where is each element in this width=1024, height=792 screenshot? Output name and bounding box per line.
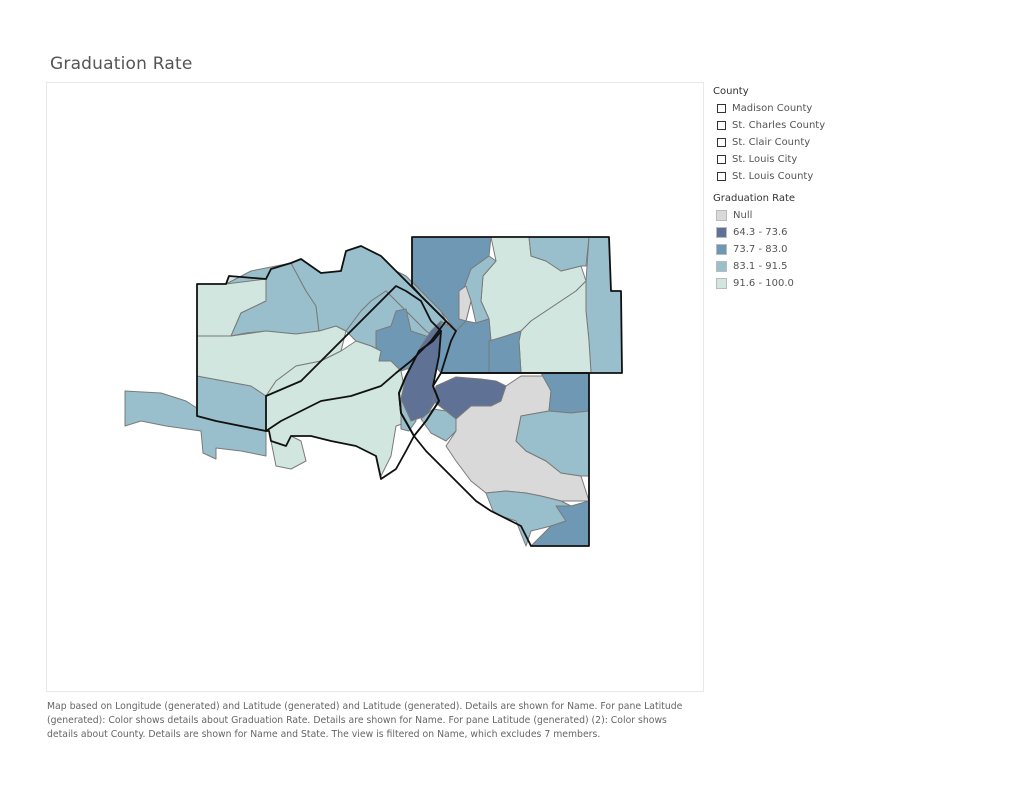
checkbox-icon[interactable] [717, 121, 726, 130]
district-region[interactable] [518, 280, 592, 374]
county-outlines-layer [196, 236, 623, 547]
legend-label: Null [733, 210, 753, 221]
color-swatch-icon [716, 244, 727, 255]
checkbox-icon[interactable] [717, 172, 726, 181]
county-filter-st-charles[interactable]: St. Charles County [713, 117, 913, 134]
color-swatch-icon [716, 210, 727, 221]
checkbox-icon[interactable] [717, 138, 726, 147]
legend-panel: County Madison County St. Charles County… [713, 86, 913, 292]
legend-item-83-91[interactable]: 83.1 - 91.5 [713, 258, 913, 275]
legend-label: 91.6 - 100.0 [733, 278, 794, 289]
county-legend-title: County [713, 86, 749, 97]
district-region[interactable] [458, 285, 472, 322]
graduation-rate-legend-title: Graduation Rate [713, 193, 796, 204]
county-label: St. Louis City [732, 154, 798, 165]
district-region[interactable] [420, 408, 457, 442]
district-region[interactable] [585, 236, 623, 374]
checkbox-icon[interactable] [717, 155, 726, 164]
color-swatch-icon [716, 261, 727, 272]
school-districts-layer[interactable] [124, 236, 623, 547]
county-label: Madison County [732, 103, 813, 114]
map-view[interactable] [46, 82, 704, 692]
legend-item-64-73[interactable]: 64.3 - 73.6 [713, 224, 913, 241]
graduation-rate-legend: Graduation Rate Null 64.3 - 73.6 73.7 - … [713, 193, 913, 292]
county-outline [413, 372, 590, 547]
county-outline [265, 285, 442, 480]
legend-item-73-83[interactable]: 73.7 - 83.0 [713, 241, 913, 258]
county-filter-st-louis-city[interactable]: St. Louis City [713, 151, 913, 168]
map-caption: Map based on Longitude (generated) and L… [47, 700, 717, 742]
district-region[interactable] [462, 255, 497, 324]
county-label: St. Louis County [732, 171, 814, 182]
legend-label: 83.1 - 91.5 [733, 261, 788, 272]
county-filter-st-clair[interactable]: St. Clair County [713, 134, 913, 151]
county-outline [411, 236, 623, 374]
caption-line: details about County. Details are shown … [47, 729, 601, 740]
county-filter-madison[interactable]: Madison County [713, 100, 913, 117]
legend-label: 64.3 - 73.6 [733, 227, 788, 238]
county-filter-st-louis-county[interactable]: St. Louis County [713, 168, 913, 185]
color-swatch-icon [716, 278, 727, 289]
legend-item-91-100[interactable]: 91.6 - 100.0 [713, 275, 913, 292]
page-title: Graduation Rate [50, 54, 193, 74]
caption-line: Map based on Longitude (generated) and L… [47, 701, 683, 712]
color-swatch-icon [716, 227, 727, 238]
legend-item-null[interactable]: Null [713, 207, 913, 224]
checkbox-icon[interactable] [717, 104, 726, 113]
county-label: St. Clair County [732, 137, 811, 148]
county-legend: County Madison County St. Charles County… [713, 86, 913, 185]
caption-line: (generated): Color shows details about G… [47, 715, 667, 726]
county-label: St. Charles County [732, 120, 826, 131]
district-region[interactable] [515, 410, 590, 477]
legend-label: 73.7 - 83.0 [733, 244, 788, 255]
